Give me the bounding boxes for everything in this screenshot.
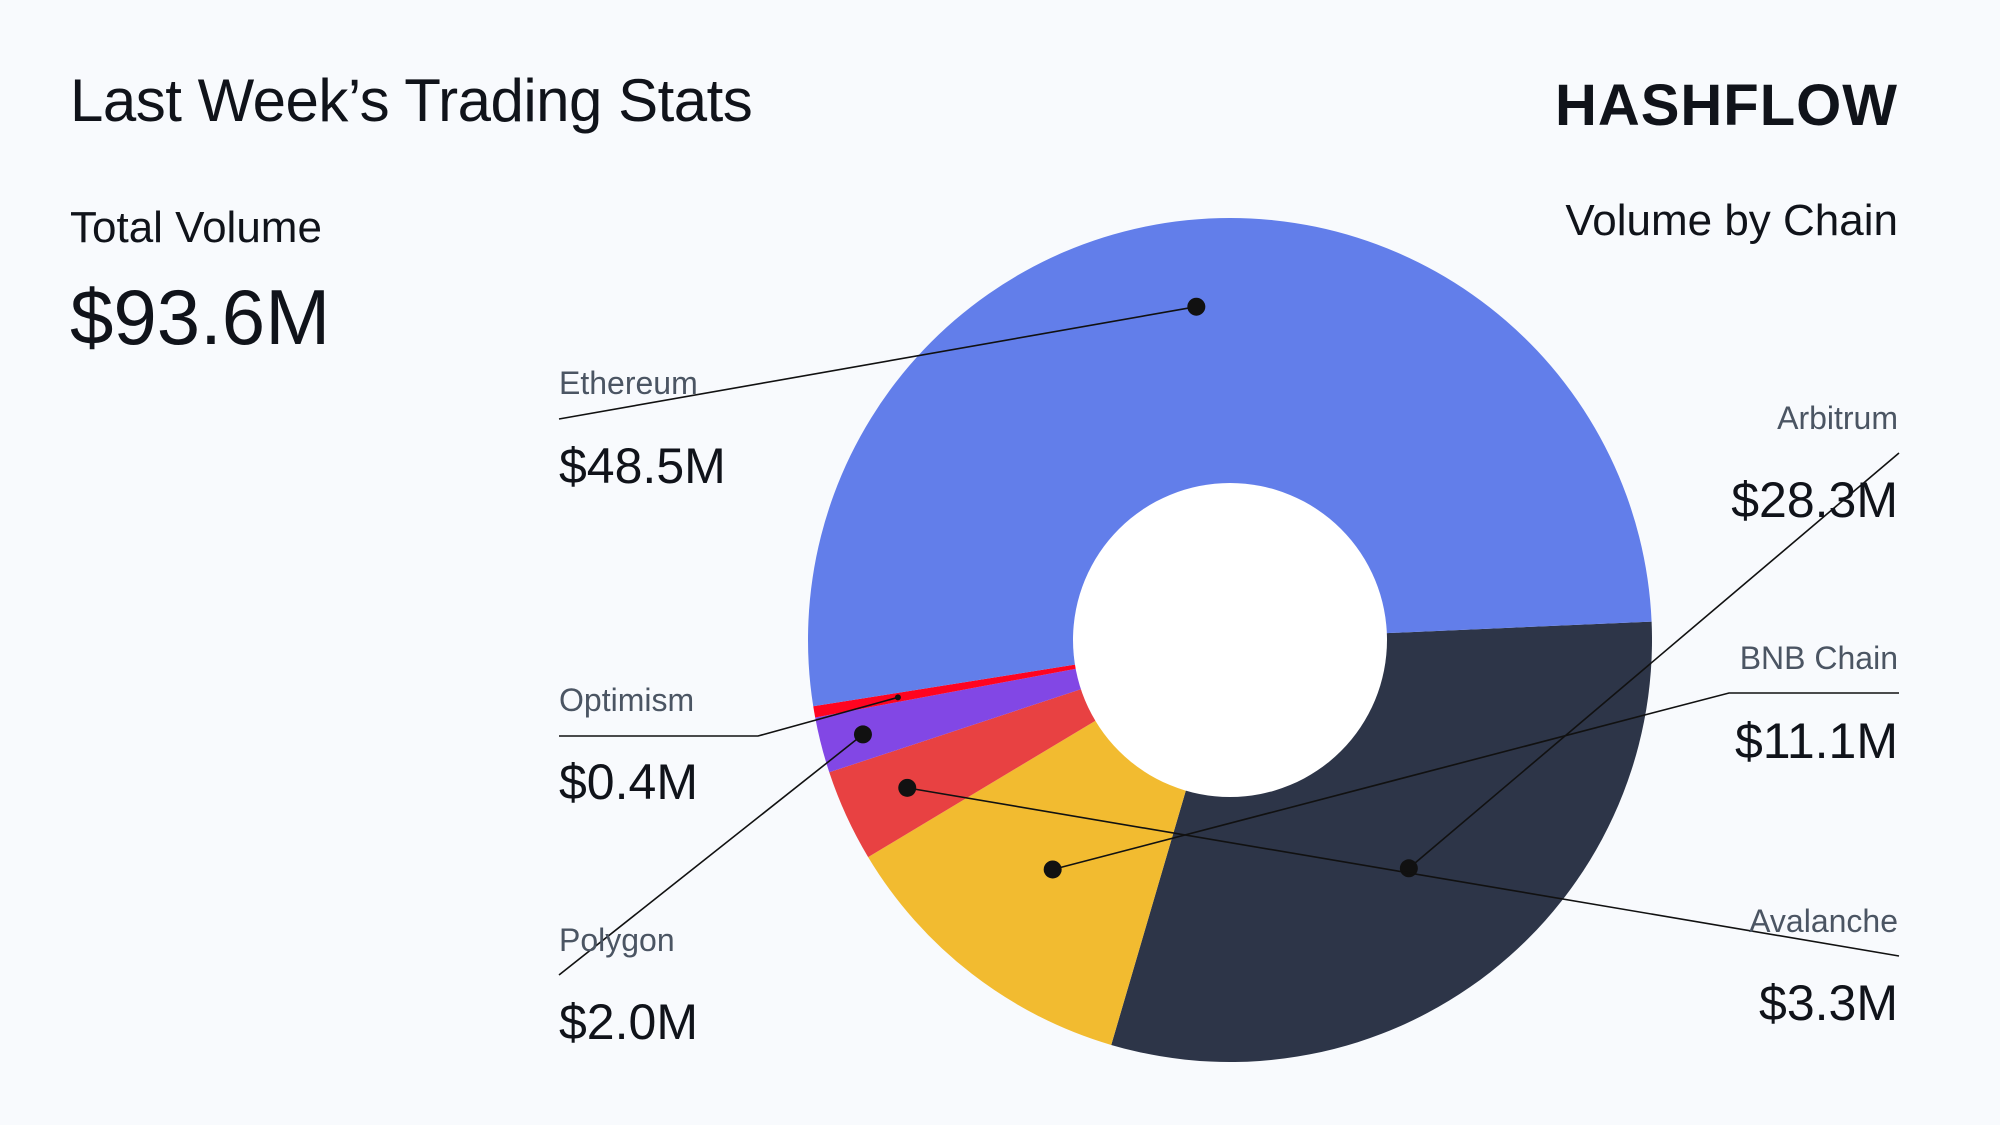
ethereum-label: Ethereum xyxy=(559,365,698,401)
arbitrum-value: $28.3M xyxy=(1731,472,1898,528)
bnb-chain-label: BNB Chain xyxy=(1739,640,1898,676)
ethereum-value: $48.5M xyxy=(559,438,726,494)
total-volume-label: Total Volume xyxy=(70,203,322,252)
avalanche-value: $3.3M xyxy=(1759,975,1898,1031)
leader-line-ethereum xyxy=(558,305,1197,420)
donut-hole xyxy=(1073,483,1387,797)
leader-dot-ethereum xyxy=(1187,297,1206,316)
optimism-value: $0.4M xyxy=(559,754,698,810)
slice-ethereum xyxy=(808,218,1652,707)
chart-title: Volume by Chain xyxy=(1565,196,1898,245)
optimism-label: Optimism xyxy=(559,682,695,718)
leader-line-bnb-chain xyxy=(1052,692,1899,871)
leader-dot-optimism xyxy=(894,694,901,701)
arbitrum-label: Arbitrum xyxy=(1777,400,1898,436)
leader-line-arbitrum xyxy=(1408,452,1900,869)
leader-dot-polygon xyxy=(853,725,872,744)
leader-line-avalanche xyxy=(907,787,1900,957)
polygon-label: Polygon xyxy=(559,922,675,958)
avalanche-label: Avalanche xyxy=(1749,903,1898,939)
leader-line-polygon xyxy=(558,733,864,976)
leader-dot-avalanche xyxy=(898,778,917,797)
bnb-chain-value: $11.1M xyxy=(1734,713,1898,769)
page-title: Last Week’s Trading Stats xyxy=(70,67,753,134)
hashflow-logo: HASHFLOW xyxy=(1554,73,1898,138)
polygon-value: $2.0M xyxy=(559,994,698,1050)
leader-line-optimism xyxy=(559,696,899,737)
total-volume-value: $93.6M xyxy=(70,273,331,361)
leader-dot-bnb-chain xyxy=(1043,860,1062,879)
